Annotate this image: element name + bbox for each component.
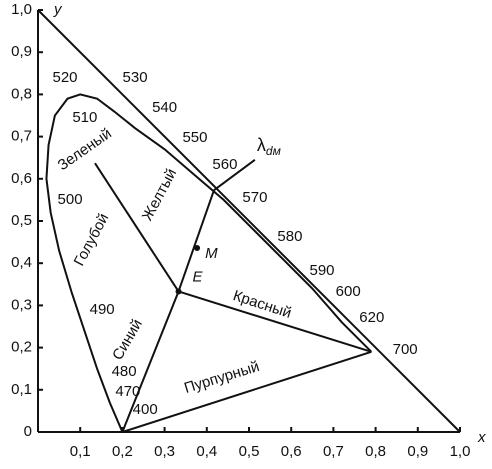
wavelength-label: 570 (242, 189, 267, 206)
x-tick-label: 0,8 (365, 443, 386, 460)
wavelength-label: 700 (393, 341, 418, 358)
x-tick-label: 0,2 (112, 443, 133, 460)
region-label: Зеленый (55, 125, 115, 174)
x-axis-label: x (477, 429, 486, 446)
x-tick-label: 0,5 (239, 443, 260, 460)
wavelength-label: 510 (72, 109, 97, 126)
triangle-edge (37, 9, 461, 433)
wavelength-label: 550 (182, 129, 207, 146)
y-tick-label: 0 (24, 423, 32, 440)
wavelength-label: 500 (58, 191, 83, 208)
x-tick-label: 0,9 (407, 443, 428, 460)
line-dominant-ext (213, 159, 256, 191)
region-label: Голубой (71, 211, 113, 269)
wavelength-label: 520 (52, 69, 77, 86)
spectral-locus (45, 93, 373, 433)
x-tick-label: 0,1 (70, 443, 91, 460)
sample-point-label: M (205, 245, 218, 262)
wavelength-label: 580 (277, 228, 302, 245)
y-tick-label: 0,6 (11, 170, 32, 187)
y-tick-label: 0,1 (11, 381, 32, 398)
wavelength-label: 490 (90, 301, 115, 318)
line-red (178, 290, 372, 353)
x-tick-label: 0,7 (323, 443, 344, 460)
region-label: Синий (109, 316, 146, 363)
y-tick-label: 0,5 (11, 212, 32, 229)
x-tick-label: 1,0 (450, 443, 471, 460)
y-tick-label: 0,9 (11, 43, 32, 60)
wavelength-label: 480 (112, 363, 137, 380)
y-tick-label: 0,2 (11, 339, 32, 356)
line-cyan (94, 162, 180, 293)
region-label: Желтый (139, 166, 180, 224)
wavelength-label: 530 (123, 69, 148, 86)
y-tick-label: 0,3 (11, 296, 32, 313)
line-dominant (177, 189, 215, 292)
x-tick-label: 0,6 (281, 443, 302, 460)
purple-line (122, 350, 372, 433)
y-axis-label: y (53, 1, 63, 18)
white-point-label: E (193, 268, 204, 285)
wavelength-label: 560 (212, 156, 237, 173)
y-tick-label: 0,8 (11, 85, 32, 102)
lambda-symbol: λ (257, 135, 266, 155)
white-point (175, 288, 182, 295)
wavelength-label: 400 (133, 401, 158, 418)
sample-point (194, 245, 201, 252)
line-blue (121, 291, 180, 433)
x-tick-label: 0,3 (154, 443, 175, 460)
wavelength-label: 540 (152, 99, 177, 116)
wavelength-label: 600 (336, 283, 361, 300)
lambda-subscript: dм (266, 144, 281, 158)
wavelength-label: 620 (359, 309, 384, 326)
wavelength-label: 470 (115, 383, 140, 400)
y-tick-label: 0,4 (11, 254, 32, 271)
wavelength-label: 590 (309, 262, 334, 279)
y-tick-label: 0,7 (11, 128, 32, 145)
y-tick-label: 1,0 (11, 1, 32, 18)
x-tick-label: 0,4 (196, 443, 217, 460)
lambda-label: λdм (257, 135, 281, 158)
